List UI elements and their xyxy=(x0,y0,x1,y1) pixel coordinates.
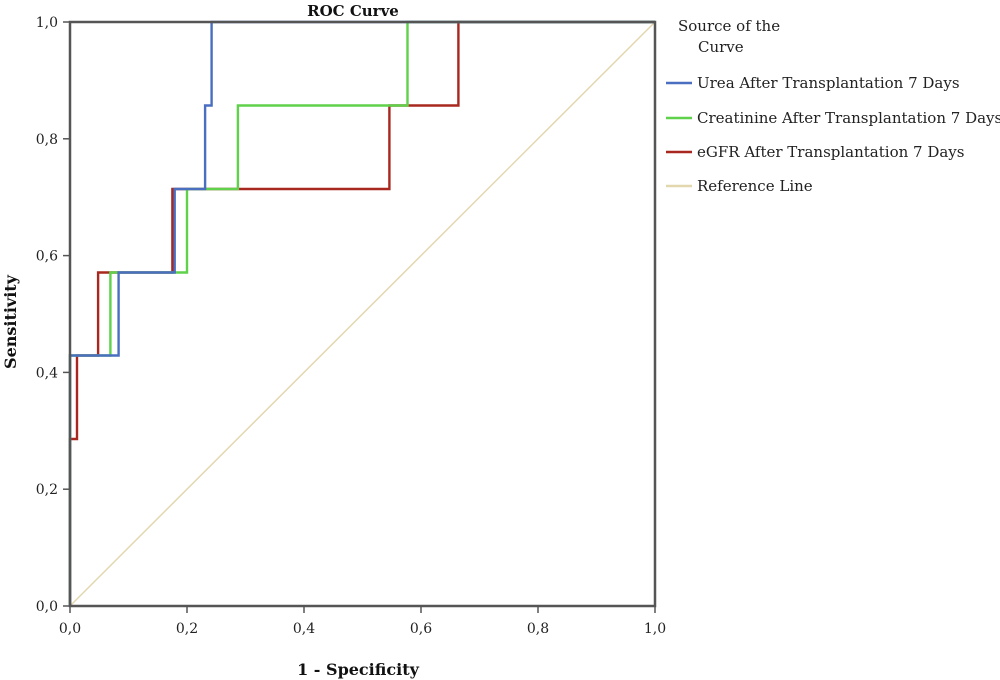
x-tick-label: 0,2 xyxy=(176,621,198,637)
legend-item-label: Reference Line xyxy=(697,177,813,195)
y-tick-label: 0,8 xyxy=(36,132,58,148)
x-tick-label: 0,6 xyxy=(410,621,432,637)
plot-frame xyxy=(68,20,657,608)
series-line-3 xyxy=(69,21,656,607)
legend-title: Source of the xyxy=(678,17,780,35)
legend: Source of the Curve Urea After Transplanta… xyxy=(666,17,1000,195)
y-tick-label: 0,6 xyxy=(36,249,58,265)
y-axis-ticks: 0,0 0,2 0,4 0,6 0,8 1,0 xyxy=(36,15,70,615)
legend-item-label: eGFR After Transplantation 7 Days xyxy=(697,143,964,161)
x-axis-ticks: 0,0 0,2 0,4 0,6 0,8 1,0 xyxy=(59,606,666,637)
x-tick-label: 0,8 xyxy=(527,621,549,637)
y-axis-label: Sensitivity xyxy=(1,274,20,369)
chart-title: ROC Curve xyxy=(307,2,399,20)
x-axis-label: 1 - Specificity xyxy=(297,660,420,679)
series-layer xyxy=(68,20,656,607)
x-tick-label: 0,4 xyxy=(293,621,315,637)
y-tick-label: 0,4 xyxy=(36,365,58,381)
x-tick-label: 0,0 xyxy=(59,621,81,637)
y-tick-label: 0,0 xyxy=(36,599,58,615)
y-tick-label: 1,0 xyxy=(36,15,58,31)
legend-item-label: Urea After Transplantation 7 Days xyxy=(697,74,960,92)
legend-title: Curve xyxy=(698,38,744,56)
x-tick-label: 1,0 xyxy=(644,621,666,637)
legend-item-label: Creatinine After Transplantation 7 Days xyxy=(697,109,1000,127)
y-tick-label: 0,2 xyxy=(36,482,58,498)
series-line-0 xyxy=(68,20,655,606)
